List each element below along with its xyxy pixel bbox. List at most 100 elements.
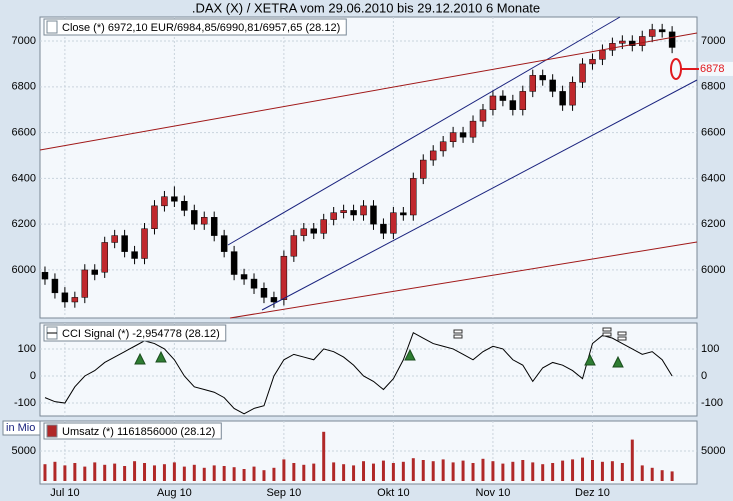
candle-body xyxy=(280,255,288,300)
candle-body xyxy=(290,235,298,257)
candle-body xyxy=(350,210,357,216)
volume-bar xyxy=(53,461,57,481)
candle-body xyxy=(220,235,228,252)
y-tick-label-right: 0 xyxy=(701,370,707,382)
volume-bar xyxy=(650,467,654,481)
volume-bar xyxy=(501,463,505,481)
legend-label: CCI Signal (*) -2,954778 (28.12) xyxy=(62,328,220,340)
signal-triangle xyxy=(155,350,167,363)
y-tick-label-right: 7000 xyxy=(701,35,725,47)
volume-bar xyxy=(471,463,475,481)
channel-lower xyxy=(261,79,698,311)
y-tick-label-right: 6000 xyxy=(701,264,725,276)
candle-body xyxy=(629,40,636,46)
signal-flags xyxy=(453,327,627,341)
volume-bar xyxy=(411,458,415,481)
candle-body xyxy=(449,132,457,142)
volume-bar xyxy=(172,462,176,481)
candle-body xyxy=(91,269,98,275)
x-tick-label: Nov 10 xyxy=(476,487,511,499)
signals xyxy=(134,348,624,368)
volume-bar xyxy=(292,463,296,481)
volume-bar xyxy=(272,467,276,481)
legend-frame xyxy=(43,422,222,440)
signal-triangle xyxy=(612,355,624,368)
x-tick-label: Dez 10 xyxy=(575,487,610,499)
volume-bar xyxy=(242,469,246,481)
trend-upper xyxy=(39,32,698,151)
y-tick-label: 6400 xyxy=(12,172,36,184)
candle-body xyxy=(539,75,546,81)
y-tick-label: 7000 xyxy=(12,35,36,47)
candle-body xyxy=(439,141,447,152)
volume-bar xyxy=(401,461,405,481)
trend-lower xyxy=(229,241,698,319)
chart-title: .DAX (X) / XETRA vom 29.06.2010 bis 29.1… xyxy=(192,0,540,15)
volume-bar xyxy=(152,465,156,481)
candle-body xyxy=(599,49,606,60)
legend: Close (*) 6972,10 EUR/6984,85/6990,81/69… xyxy=(43,18,347,36)
candle-body xyxy=(489,95,497,110)
trend-lines xyxy=(39,16,698,319)
candle-body xyxy=(370,205,377,225)
volume-bar xyxy=(660,470,664,481)
volume-bar xyxy=(571,459,575,481)
volume-bar xyxy=(282,459,286,481)
candle-body xyxy=(310,228,317,234)
volume-bar xyxy=(322,431,326,481)
candle-body xyxy=(240,274,248,280)
volume-bar xyxy=(581,457,585,481)
volume-bar xyxy=(481,458,485,481)
y-tick-label-right: 6800 xyxy=(701,81,725,93)
legend: Umsatz (*) 1161856000 (28.12) xyxy=(43,422,222,440)
candle-body xyxy=(51,278,59,294)
candle-body xyxy=(579,63,586,83)
legend-box xyxy=(46,424,58,438)
volume-bar xyxy=(302,464,306,481)
volume-bar xyxy=(43,464,47,481)
candle-body xyxy=(161,196,168,207)
volume-bar xyxy=(421,460,425,481)
volume-bar xyxy=(451,462,455,481)
flag xyxy=(453,329,463,334)
candle-body xyxy=(101,242,108,273)
volume-bar xyxy=(431,461,435,481)
volume-bar xyxy=(610,461,614,481)
legend-label: Close (*) 6972,10 EUR/6984,85/6990,81/69… xyxy=(62,22,340,34)
volume-bar xyxy=(143,463,147,481)
flag xyxy=(602,332,612,337)
y-tick-label-right: 6200 xyxy=(701,218,725,230)
candle-body xyxy=(71,297,79,303)
candle-body xyxy=(151,205,158,229)
volume-bar xyxy=(600,461,604,481)
candle-body xyxy=(141,228,148,259)
volume-bar xyxy=(262,470,266,481)
candle-body xyxy=(459,132,467,138)
y-tick-label-right: -100 xyxy=(701,397,723,409)
volume-bar xyxy=(113,463,117,481)
volume-bar xyxy=(551,463,555,481)
y-tick-label: 0 xyxy=(30,370,36,382)
volume-bar xyxy=(511,461,515,481)
candle-body xyxy=(61,292,69,303)
candle-body xyxy=(181,201,188,211)
candle-body xyxy=(410,178,417,216)
y-tick-label: 6600 xyxy=(12,126,36,138)
volume-bar xyxy=(232,467,236,481)
volume-bar xyxy=(342,464,346,481)
flag xyxy=(453,334,463,339)
y-tick-label: 6000 xyxy=(12,264,36,276)
candle-body xyxy=(559,91,566,106)
y-tick-label: -100 xyxy=(14,397,36,409)
y-tick-label-right: 6600 xyxy=(701,126,725,138)
candle-body xyxy=(330,212,337,220)
candle-body xyxy=(619,40,626,44)
volume-bar xyxy=(630,439,634,481)
volume-bar xyxy=(561,460,565,481)
candle-body xyxy=(320,219,327,234)
candle-body xyxy=(429,150,437,161)
volume-bar xyxy=(63,465,67,481)
volume-bar xyxy=(491,461,495,481)
y-tick-label-right: 6400 xyxy=(701,172,725,184)
